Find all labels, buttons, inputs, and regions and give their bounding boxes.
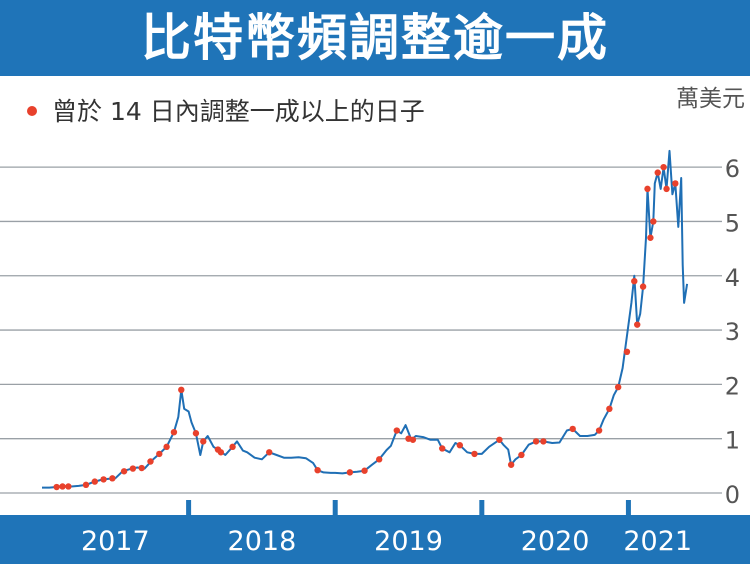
correction-marker-41 xyxy=(631,278,638,285)
correction-marker-36 xyxy=(569,425,576,433)
correction-marker-6 xyxy=(109,475,116,482)
correction-marker-37 xyxy=(595,427,603,434)
price-line xyxy=(42,149,689,489)
correction-marker-10 xyxy=(147,458,154,465)
correction-marker-38 xyxy=(606,405,613,413)
y-tick-label-2: 2 xyxy=(725,372,740,400)
year-label-2021: 2021 xyxy=(623,526,692,557)
correction-marker-30 xyxy=(471,450,478,458)
correction-marker-50 xyxy=(672,180,679,187)
correction-marker-42 xyxy=(634,321,641,328)
correction-marker-43 xyxy=(639,283,647,290)
correction-marker-34 xyxy=(532,438,540,445)
correction-marker-0 xyxy=(53,483,60,491)
correction-marker-46 xyxy=(650,218,657,225)
correction-marker-14 xyxy=(178,386,185,394)
y-tick-label-3: 3 xyxy=(725,318,740,346)
year-label-2018: 2018 xyxy=(228,526,297,557)
correction-marker-25 xyxy=(393,427,400,434)
y-tick-label-0: 0 xyxy=(725,481,740,509)
correction-marker-31 xyxy=(496,436,503,443)
x-axis-bar xyxy=(0,515,750,564)
correction-marker-32 xyxy=(507,461,515,468)
year-divider-3 xyxy=(479,500,485,517)
correction-marker-27 xyxy=(409,436,417,443)
y-tick-label-6: 6 xyxy=(725,155,740,183)
year-divider-2 xyxy=(332,500,338,517)
correction-marker-28 xyxy=(439,445,446,452)
correction-marker-21 xyxy=(314,466,321,474)
correction-marker-20 xyxy=(266,449,273,456)
correction-marker-8 xyxy=(129,465,137,472)
y-axis-unit-label: 萬美元 xyxy=(676,86,745,112)
y-tick-label-1: 1 xyxy=(725,427,740,455)
correction-marker-12 xyxy=(163,443,170,451)
y-tick-label-5: 5 xyxy=(725,209,740,237)
correction-marker-40 xyxy=(623,348,631,355)
correction-marker-24 xyxy=(375,456,383,463)
correction-marker-35 xyxy=(540,438,547,445)
correction-marker-29 xyxy=(456,442,464,449)
year-label-2017: 2017 xyxy=(81,526,150,557)
y-tick-label-4: 4 xyxy=(725,264,740,292)
correction-marker-33 xyxy=(518,451,525,459)
title-banner: 比特幣頻調整逾一成 xyxy=(0,0,750,76)
correction-marker-19 xyxy=(229,443,236,451)
correction-marker-4 xyxy=(91,478,98,485)
correction-marker-44 xyxy=(644,185,651,193)
legend-marker xyxy=(27,106,37,116)
correction-marker-48 xyxy=(660,163,667,171)
correction-marker-47 xyxy=(654,169,661,176)
correction-marker-5 xyxy=(100,476,107,483)
correction-marker-1 xyxy=(59,483,66,490)
correction-marker-18 xyxy=(217,449,225,456)
correction-marker-16 xyxy=(200,438,207,445)
correction-marker-49 xyxy=(663,185,670,193)
legend-label: 曾於 14 日內調整一成以上的日子 xyxy=(52,97,425,126)
year-label-2019: 2019 xyxy=(374,526,443,557)
correction-marker-11 xyxy=(156,450,163,458)
year-divider-4 xyxy=(625,500,631,517)
chart-title: 比特幣頻調整逾一成 xyxy=(141,9,609,67)
correction-marker-2 xyxy=(65,483,72,490)
correction-marker-45 xyxy=(647,234,654,241)
correction-marker-3 xyxy=(82,481,90,489)
correction-marker-9 xyxy=(138,464,145,472)
correction-marker-23 xyxy=(361,467,368,474)
correction-marker-7 xyxy=(120,468,128,475)
year-label-2020: 2020 xyxy=(521,526,590,557)
year-divider-1 xyxy=(186,500,192,517)
correction-marker-39 xyxy=(614,383,622,391)
correction-marker-22 xyxy=(346,469,354,476)
correction-marker-13 xyxy=(170,428,178,436)
correction-marker-15 xyxy=(192,430,200,437)
